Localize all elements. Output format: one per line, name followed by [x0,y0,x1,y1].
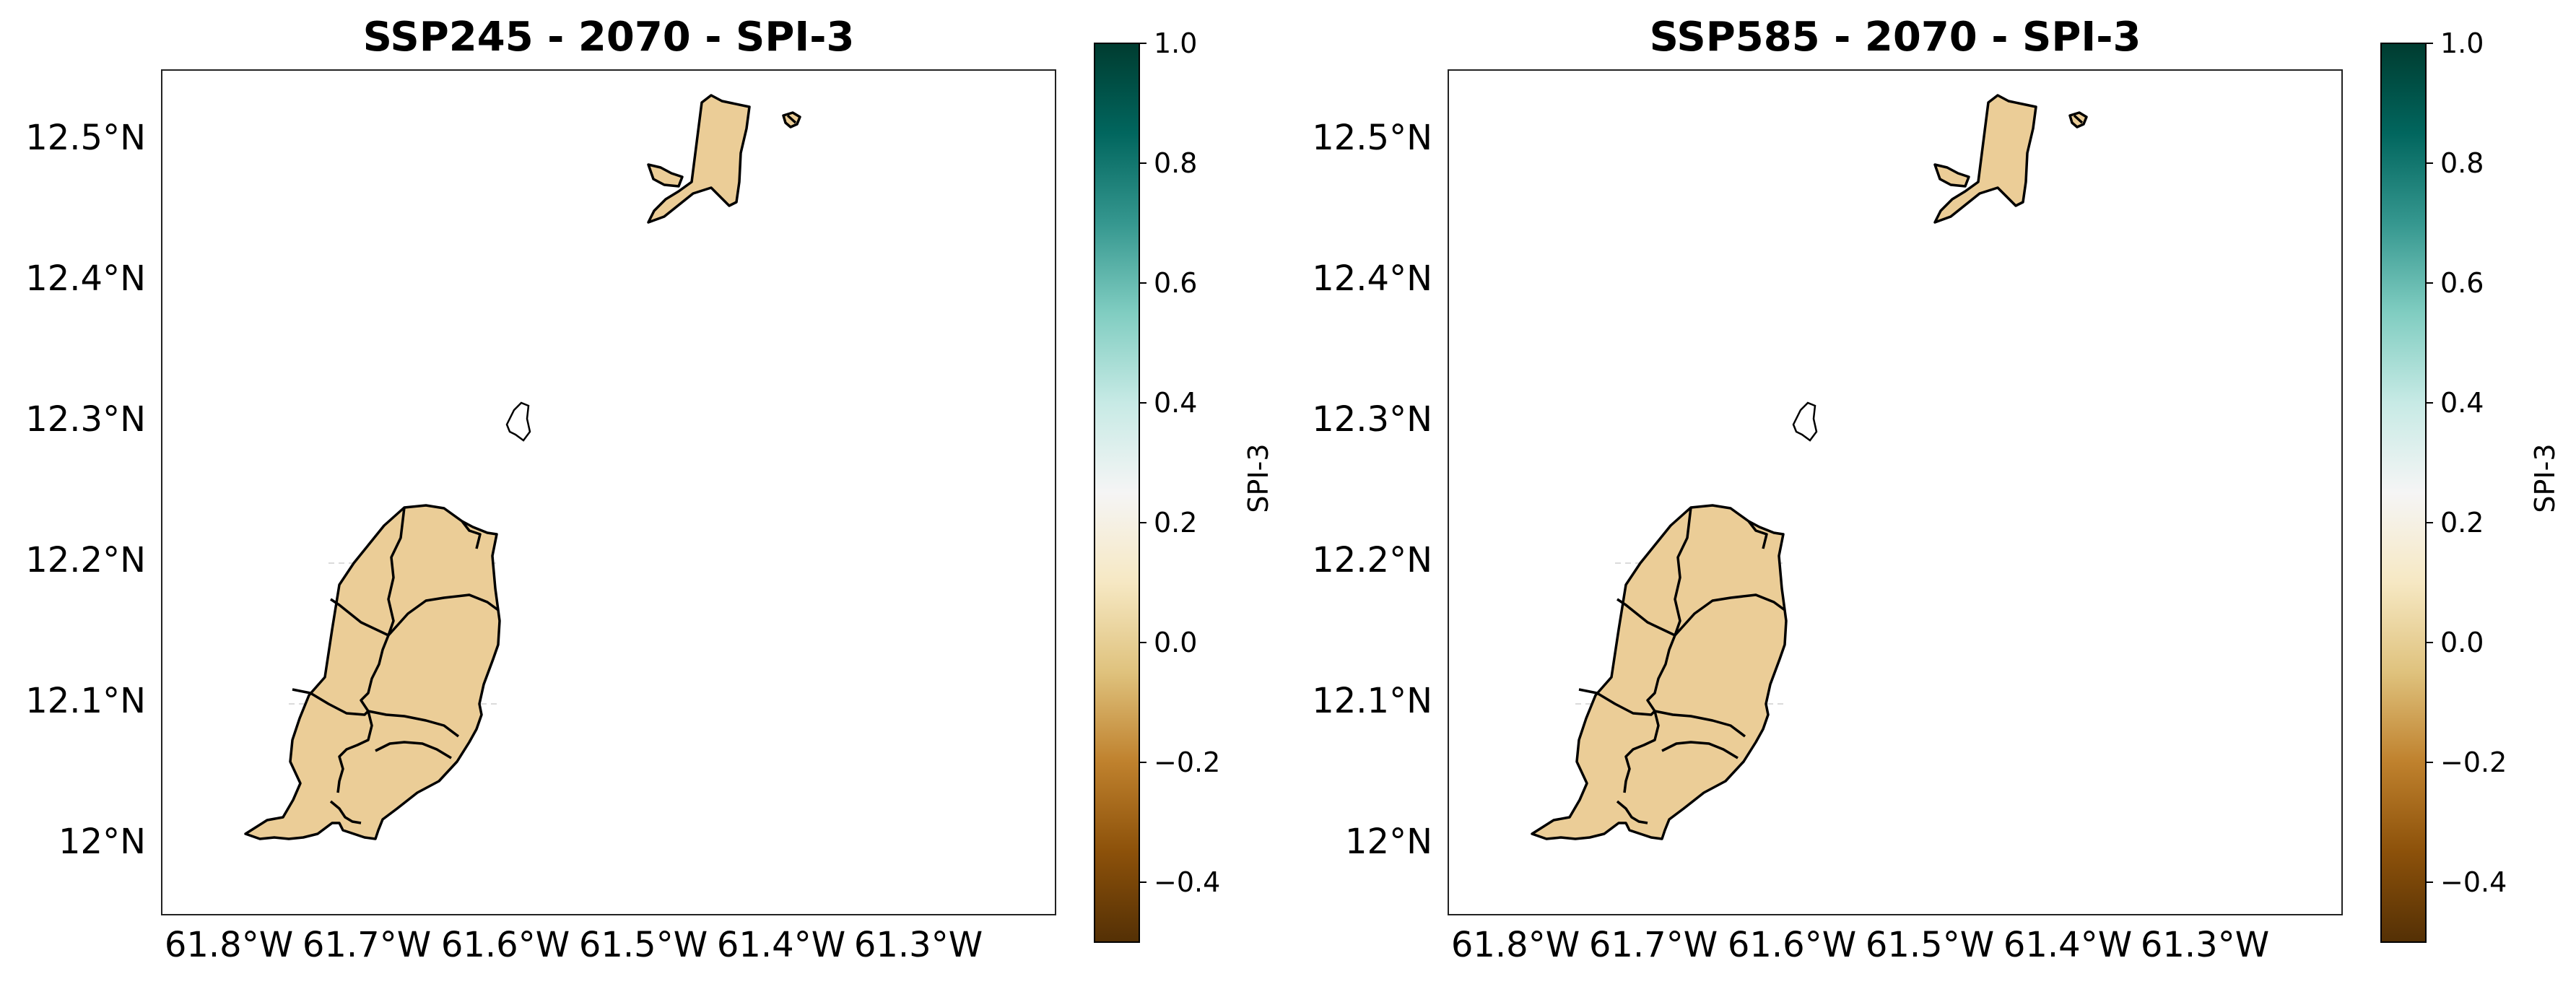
lat-tick-label: 12.2°N [25,540,146,580]
panels-layer: SSP245 - 2070 - SPI-3 12.5°N 12.4°N 12.3°N 1… [25,14,2561,965]
island-region [387,507,406,636]
island-region [1674,593,1786,637]
island-region [336,710,373,793]
lat-tick-label: 12.4°N [1312,258,1432,299]
colorbar-label: SPI-3 [2529,443,2561,513]
map-axes-frame [161,69,1056,915]
colorbar-gradient [1094,43,1140,943]
island-region [329,800,362,824]
colorbar-label: SPI-3 [1243,443,1274,513]
island-region [2073,114,2084,124]
island-region [387,593,500,637]
lon-tick-label: 61.3°W [2141,925,2269,965]
lon-tick-label: 61.8°W [1451,925,1580,965]
lon-tick-label: 61.6°W [1728,925,1856,965]
lon-tick-label: 61.7°W [303,925,431,965]
colorbar: 1.0 0.8 0.6 0.4 0.2 0.0 −0.2 −0.4 SPI-3 [1094,27,1274,943]
island-region [375,741,452,759]
colorbar-tick-label: −0.2 [2440,746,2507,778]
island-region [360,635,390,712]
colorbar-tick-label: 0.0 [2440,627,2484,658]
lon-tick-label: 61.8°W [165,925,293,965]
colorbar-tick-label: 0.4 [2440,387,2484,419]
colorbar-tick-label: 0.8 [2440,147,2484,179]
island-region [1792,401,1818,442]
island-region [1661,741,1739,759]
lon-tick-label: 61.5°W [579,925,708,965]
panel-title: SSP245 - 2070 - SPI-3 [363,14,855,61]
island-region [1646,635,1676,712]
colorbar-tick-label: 1.0 [1154,27,1197,59]
island-region [1616,800,1648,824]
island-region [1578,688,1656,716]
grenada-islands [244,94,801,840]
colorbar-tick-label: 0.8 [1154,147,1197,179]
map-panel-2: SSP585 - 2070 - SPI-3 12.5°N 12.4°N 12.3°N 1… [1312,14,2561,965]
island-region [367,710,460,738]
colorbar-tick-label: 0.0 [1154,627,1197,658]
island-region [1933,94,2037,224]
lon-tick-label: 61.7°W [1589,925,1718,965]
island-region [647,94,751,224]
island-region [244,504,501,840]
lon-tick-label: 61.5°W [1866,925,1994,965]
lon-tick-label: 61.4°W [2003,925,2132,965]
island-region [647,163,684,188]
colorbar-tick-label: −0.4 [1154,866,1220,898]
island-region [330,598,389,637]
lat-tick-label: 12.1°N [25,681,146,721]
colorbar-gradient [2380,43,2427,943]
colorbar-tick-label: 0.6 [1154,267,1197,299]
colorbar: 1.0 0.8 0.6 0.4 0.2 0.0 −0.2 −0.4 SPI-3 [2380,27,2561,943]
island-region [461,520,482,549]
lat-tick-label: 12.3°N [25,399,146,440]
island-region [1933,163,1970,188]
island-region [1747,520,1768,549]
island-region [1654,710,1746,738]
colorbar-tick-label: −0.4 [2440,866,2507,898]
colorbar-tick-label: 0.2 [2440,507,2484,539]
island-region [1623,710,1660,793]
island-region [1616,598,1676,637]
map-panel-1: SSP245 - 2070 - SPI-3 12.5°N 12.4°N 12.3°N 1… [25,14,1274,965]
map-axes-frame [1448,69,2343,915]
colorbar-tick-label: 0.6 [2440,267,2484,299]
lat-tick-label: 12°N [58,822,146,862]
colorbar-tick-label: 1.0 [2440,27,2484,59]
lat-tick-label: 12.1°N [1312,681,1432,721]
lat-tick-label: 12.2°N [1312,540,1432,580]
lat-tick-label: 12.5°N [25,118,146,158]
island-region [786,114,797,124]
lat-tick-label: 12.5°N [1312,118,1432,158]
island-region [505,401,531,442]
lon-tick-label: 61.3°W [854,925,983,965]
island-region [1674,507,1692,636]
panel-title: SSP585 - 2070 - SPI-3 [1650,14,2141,61]
lat-tick-label: 12.3°N [1312,399,1432,440]
grenada-islands [1531,94,2088,840]
lon-tick-label: 61.6°W [441,925,570,965]
colorbar-tick-label: 0.2 [1154,507,1197,539]
colorbar-tick-label: 0.4 [1154,387,1197,419]
island-region [1531,504,1788,840]
colorbar-tick-label: −0.2 [1154,746,1220,778]
lat-tick-label: 12°N [1345,822,1432,862]
lon-tick-label: 61.4°W [717,925,845,965]
lat-tick-label: 12.4°N [25,258,146,299]
island-region [292,688,370,716]
